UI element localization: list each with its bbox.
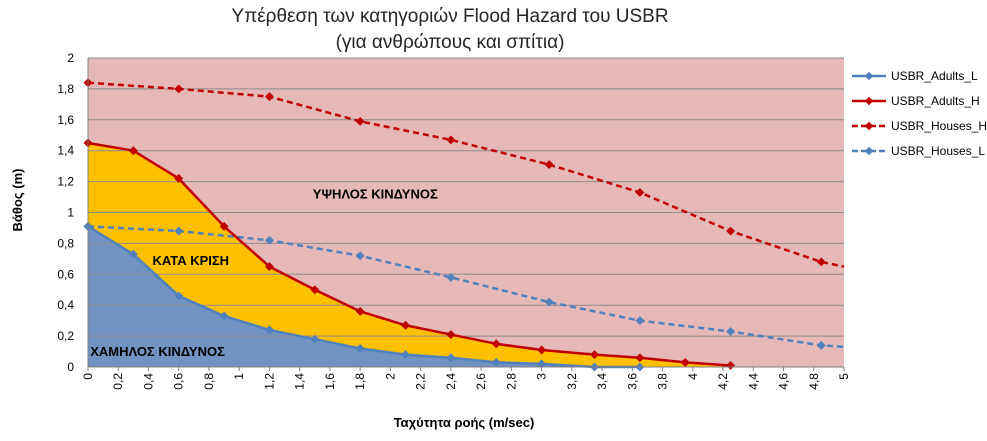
x-tick-label: 3,6 — [625, 373, 639, 390]
y-tick-label: 1,6 — [57, 113, 74, 127]
x-tick-label: 0,2 — [111, 373, 125, 390]
x-tick-label: 4,8 — [807, 373, 821, 390]
data-point-adults-l — [310, 334, 320, 344]
data-point-houses-l — [635, 316, 645, 326]
series-line-houses-h — [87, 81, 845, 268]
x-tick-label: 0 — [81, 373, 95, 380]
region-judgement — [88, 142, 731, 367]
legend-marker-adults-h — [864, 96, 874, 106]
y-axis-label: Βάθος (m) — [10, 169, 25, 232]
x-tick-label: 0,8 — [202, 373, 216, 390]
data-point-adults-h — [726, 360, 736, 371]
data-point-houses-h — [635, 187, 645, 197]
data-point-adults-h — [635, 353, 645, 363]
data-point-adults-l — [219, 311, 229, 321]
x-tick-label: 1 — [232, 373, 246, 380]
data-point-adults-h — [355, 306, 365, 316]
y-tick-label: 0 — [67, 360, 74, 374]
y-tick-label: 0,6 — [57, 267, 74, 281]
data-point-houses-h — [726, 226, 736, 236]
data-point-adults-l — [128, 249, 138, 259]
data-point-adults-l — [446, 353, 456, 363]
legend-label-adults-l: USBR_Adults_L — [891, 69, 978, 83]
data-point-houses-l — [544, 297, 554, 307]
data-point-adults-h — [491, 339, 501, 349]
series-layer: ΥΨΗΛΟΣ ΚΙΝΔΥΝΟΣ ΚΑΤΑ ΚΡΙΣΗ ΧΑΜΗΛΟΣ ΚΙΝΔΥΝΟ… — [83, 78, 845, 372]
data-point-houses-h — [264, 92, 274, 102]
data-point-houses-h — [446, 135, 456, 145]
data-point-houses-h — [816, 257, 826, 267]
region-low-risk — [88, 226, 640, 367]
x-tick-label: 1,2 — [262, 373, 276, 390]
legend-marker-adults-l — [864, 71, 874, 81]
legend-label-houses-h: USBR_Houses_H — [891, 119, 987, 133]
x-tick-label: 2,6 — [474, 373, 488, 390]
x-tick-label: 2 — [383, 373, 397, 380]
y-tick-label: 1 — [67, 206, 74, 220]
data-point-adults-h — [174, 173, 184, 184]
x-tick-label: 4 — [686, 373, 700, 380]
region-label-low: ΧΑΜΗΛΟΣ ΚΙΝΔΥΝΟΣ — [90, 344, 225, 359]
region-label-high: ΥΨΗΛΟΣ ΚΙΝΔΥΝΟΣ — [313, 187, 438, 202]
data-point-adults-h — [589, 350, 600, 360]
y-tick-label: 0,8 — [57, 236, 74, 250]
data-point-adults-h — [446, 330, 456, 340]
data-point-adults-h — [128, 146, 138, 156]
x-tick-label: 1,6 — [323, 373, 337, 390]
x-tick-label: 4,2 — [716, 373, 730, 390]
y-tick-label: 0,2 — [57, 329, 74, 343]
data-point-houses-l — [355, 251, 365, 261]
plot-area — [88, 57, 844, 368]
x-tick-label: 2,4 — [444, 373, 458, 390]
x-tick-label: 3,4 — [595, 373, 609, 390]
x-axis-label: Ταχύτητα ροής (m/sec) — [394, 415, 535, 430]
y-tick-label: 2 — [67, 51, 74, 65]
legend-marker-houses-h — [864, 121, 874, 131]
x-tick-label: 3,2 — [565, 373, 579, 390]
data-point-houses-h — [544, 160, 554, 170]
x-tick-label: 4,6 — [777, 373, 791, 390]
data-point-houses-l — [264, 235, 274, 245]
data-point-houses-h — [174, 84, 184, 94]
legend: USBR_Adults_L USBR_Adults_H USBR_Houses_H U… — [852, 69, 987, 158]
data-point-houses-h — [355, 116, 365, 126]
chart-subtitle: (για ανθρώπους και σπίτια) — [336, 32, 565, 53]
x-tick-label: 1,8 — [353, 373, 367, 390]
axes: 0 0,2 0,4 0,6 0,8 1 1,2 1,4 1,6 1,8 2 0 0,2 0,4 0,6 0,8… — [57, 51, 851, 390]
y-tick-label: 1,4 — [57, 144, 74, 158]
legend-marker-houses-l — [864, 146, 874, 156]
data-point-adults-l — [174, 291, 184, 301]
x-tick-label: 0,4 — [141, 373, 155, 390]
region-label-judgement: ΚΑΤΑ ΚΡΙΣΗ — [153, 253, 230, 268]
data-point-houses-l — [816, 340, 826, 350]
data-point-adults-l — [400, 350, 411, 360]
x-tick-label: 2,8 — [504, 373, 518, 390]
data-point-houses-l — [174, 226, 184, 236]
x-tick-label: 2,2 — [414, 373, 428, 390]
legend-label-houses-l: USBR_Houses_L — [891, 144, 985, 158]
x-tick-label: 5 — [837, 373, 851, 380]
x-tick-label: 0,6 — [172, 373, 186, 390]
data-point-adults-h — [310, 285, 320, 295]
data-point-adults-h — [537, 345, 547, 355]
chart-title: Υπέρθεση των κατηγοριών Flood Hazard του… — [231, 6, 668, 27]
data-point-adults-h — [400, 320, 411, 330]
data-point-adults-h — [264, 262, 274, 272]
y-tick-label: 0,4 — [57, 298, 74, 312]
x-tick-label: 4,4 — [746, 373, 760, 390]
y-tick-label: 1,2 — [57, 175, 74, 189]
data-point-adults-l — [355, 343, 365, 354]
x-tick-label: 3,8 — [656, 373, 670, 390]
data-point-adults-h — [219, 221, 229, 231]
data-point-houses-l — [726, 326, 736, 337]
x-tick-label: 3 — [535, 373, 549, 380]
y-tick-label: 1,8 — [57, 82, 74, 96]
legend-label-adults-h: USBR_Adults_H — [891, 94, 980, 108]
x-tick-label: 1,4 — [293, 373, 307, 390]
data-point-houses-l — [446, 272, 456, 282]
data-point-adults-l — [264, 325, 274, 335]
